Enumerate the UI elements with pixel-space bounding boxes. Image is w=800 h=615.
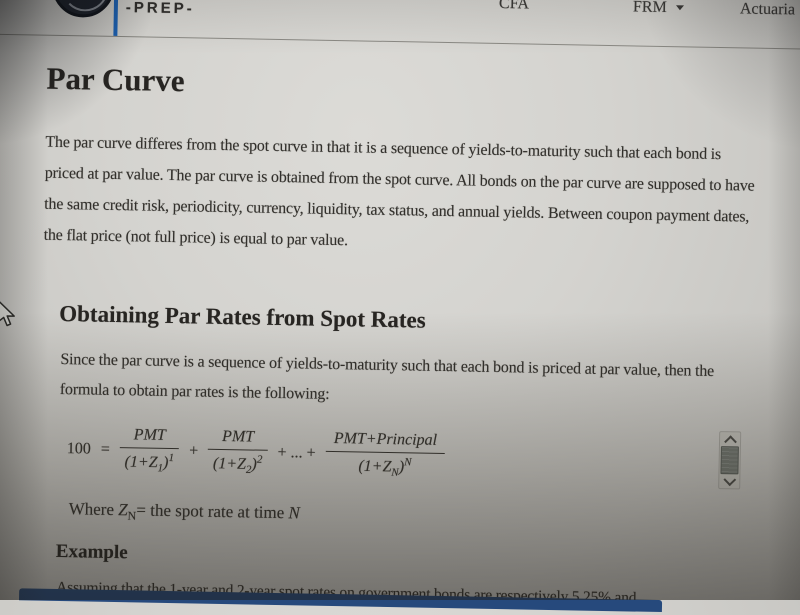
den-base: (1+Z [358, 457, 392, 476]
section-title: Obtaining Par Rates from Spot Rates [59, 300, 426, 333]
den-exponent: 1 [168, 451, 175, 465]
formula-ellipsis: + ... + [277, 443, 316, 462]
scroll-widget [718, 431, 742, 490]
fraction-2-numerator: PMT [221, 427, 255, 446]
logo-text: -PREP- [125, 0, 195, 18]
den-base: (1+Z [212, 455, 247, 473]
example-title: Example [55, 540, 128, 564]
scroll-up-button[interactable] [720, 432, 740, 448]
formula-equals: = [100, 440, 110, 458]
section-lead: Since the par curve is a sequence of yie… [59, 350, 715, 403]
where-prefix: Where [68, 499, 115, 519]
scroll-down-button[interactable] [719, 473, 739, 488]
fraction-1-numerator: PMT [133, 426, 166, 444]
where-variable: Z [118, 500, 128, 520]
nav-item-frm[interactable]: FRM [633, 0, 684, 17]
den-exponent: N [404, 456, 412, 469]
logo-accent-bar [113, 0, 119, 36]
chevron-down-icon [675, 5, 684, 11]
formula-lhs: 100 [66, 439, 91, 458]
nav-item-frm-label: FRM [632, 0, 667, 17]
den-exponent: 2 [256, 453, 263, 466]
par-rate-formula: 100 = PMT (1+Z1)1 + PMT (1+Z2)2 + ... + … [61, 425, 450, 480]
formula-fraction-1: PMT (1+Z1)1 [119, 426, 180, 475]
globe-logo-icon [51, 0, 115, 18]
scroll-thumb[interactable] [720, 446, 739, 475]
where-time-var: N [288, 503, 301, 523]
main-nav: CFA FRM Actuaria [0, 0, 800, 18]
nav-item-actuarial[interactable]: Actuaria [739, 0, 796, 19]
fraction-3-numerator: PMT+Principal [333, 430, 438, 449]
where-rest: = the spot rate at time [136, 500, 285, 523]
where-clause: Where ZN= the spot rate at time N [68, 499, 301, 527]
arrow-cursor-icon [0, 300, 17, 333]
header-divider [0, 33, 800, 50]
formula-fraction-3: PMT+Principal (1+ZN)N [325, 430, 445, 480]
fraction-2-denominator: (1+Z2)2 [207, 448, 268, 477]
fraction-3-denominator: (1+ZN)N [325, 450, 445, 480]
chevron-down-icon [722, 473, 736, 487]
fraction-1-denominator: (1+Z1)1 [119, 447, 180, 475]
den-base: (1+Z [124, 453, 158, 472]
site-header: -PREP- CFA FRM Actuaria [0, 0, 800, 50]
formula-fraction-2: PMT (1+Z2)2 [207, 427, 268, 477]
where-variable-sub: N [127, 508, 137, 523]
nav-item-cfa[interactable]: CFA [498, 0, 530, 13]
formula-plus: + [189, 442, 199, 460]
intro-paragraph: The par curve differes from the spot cur… [43, 133, 755, 250]
page-title: Par Curve [46, 60, 185, 99]
